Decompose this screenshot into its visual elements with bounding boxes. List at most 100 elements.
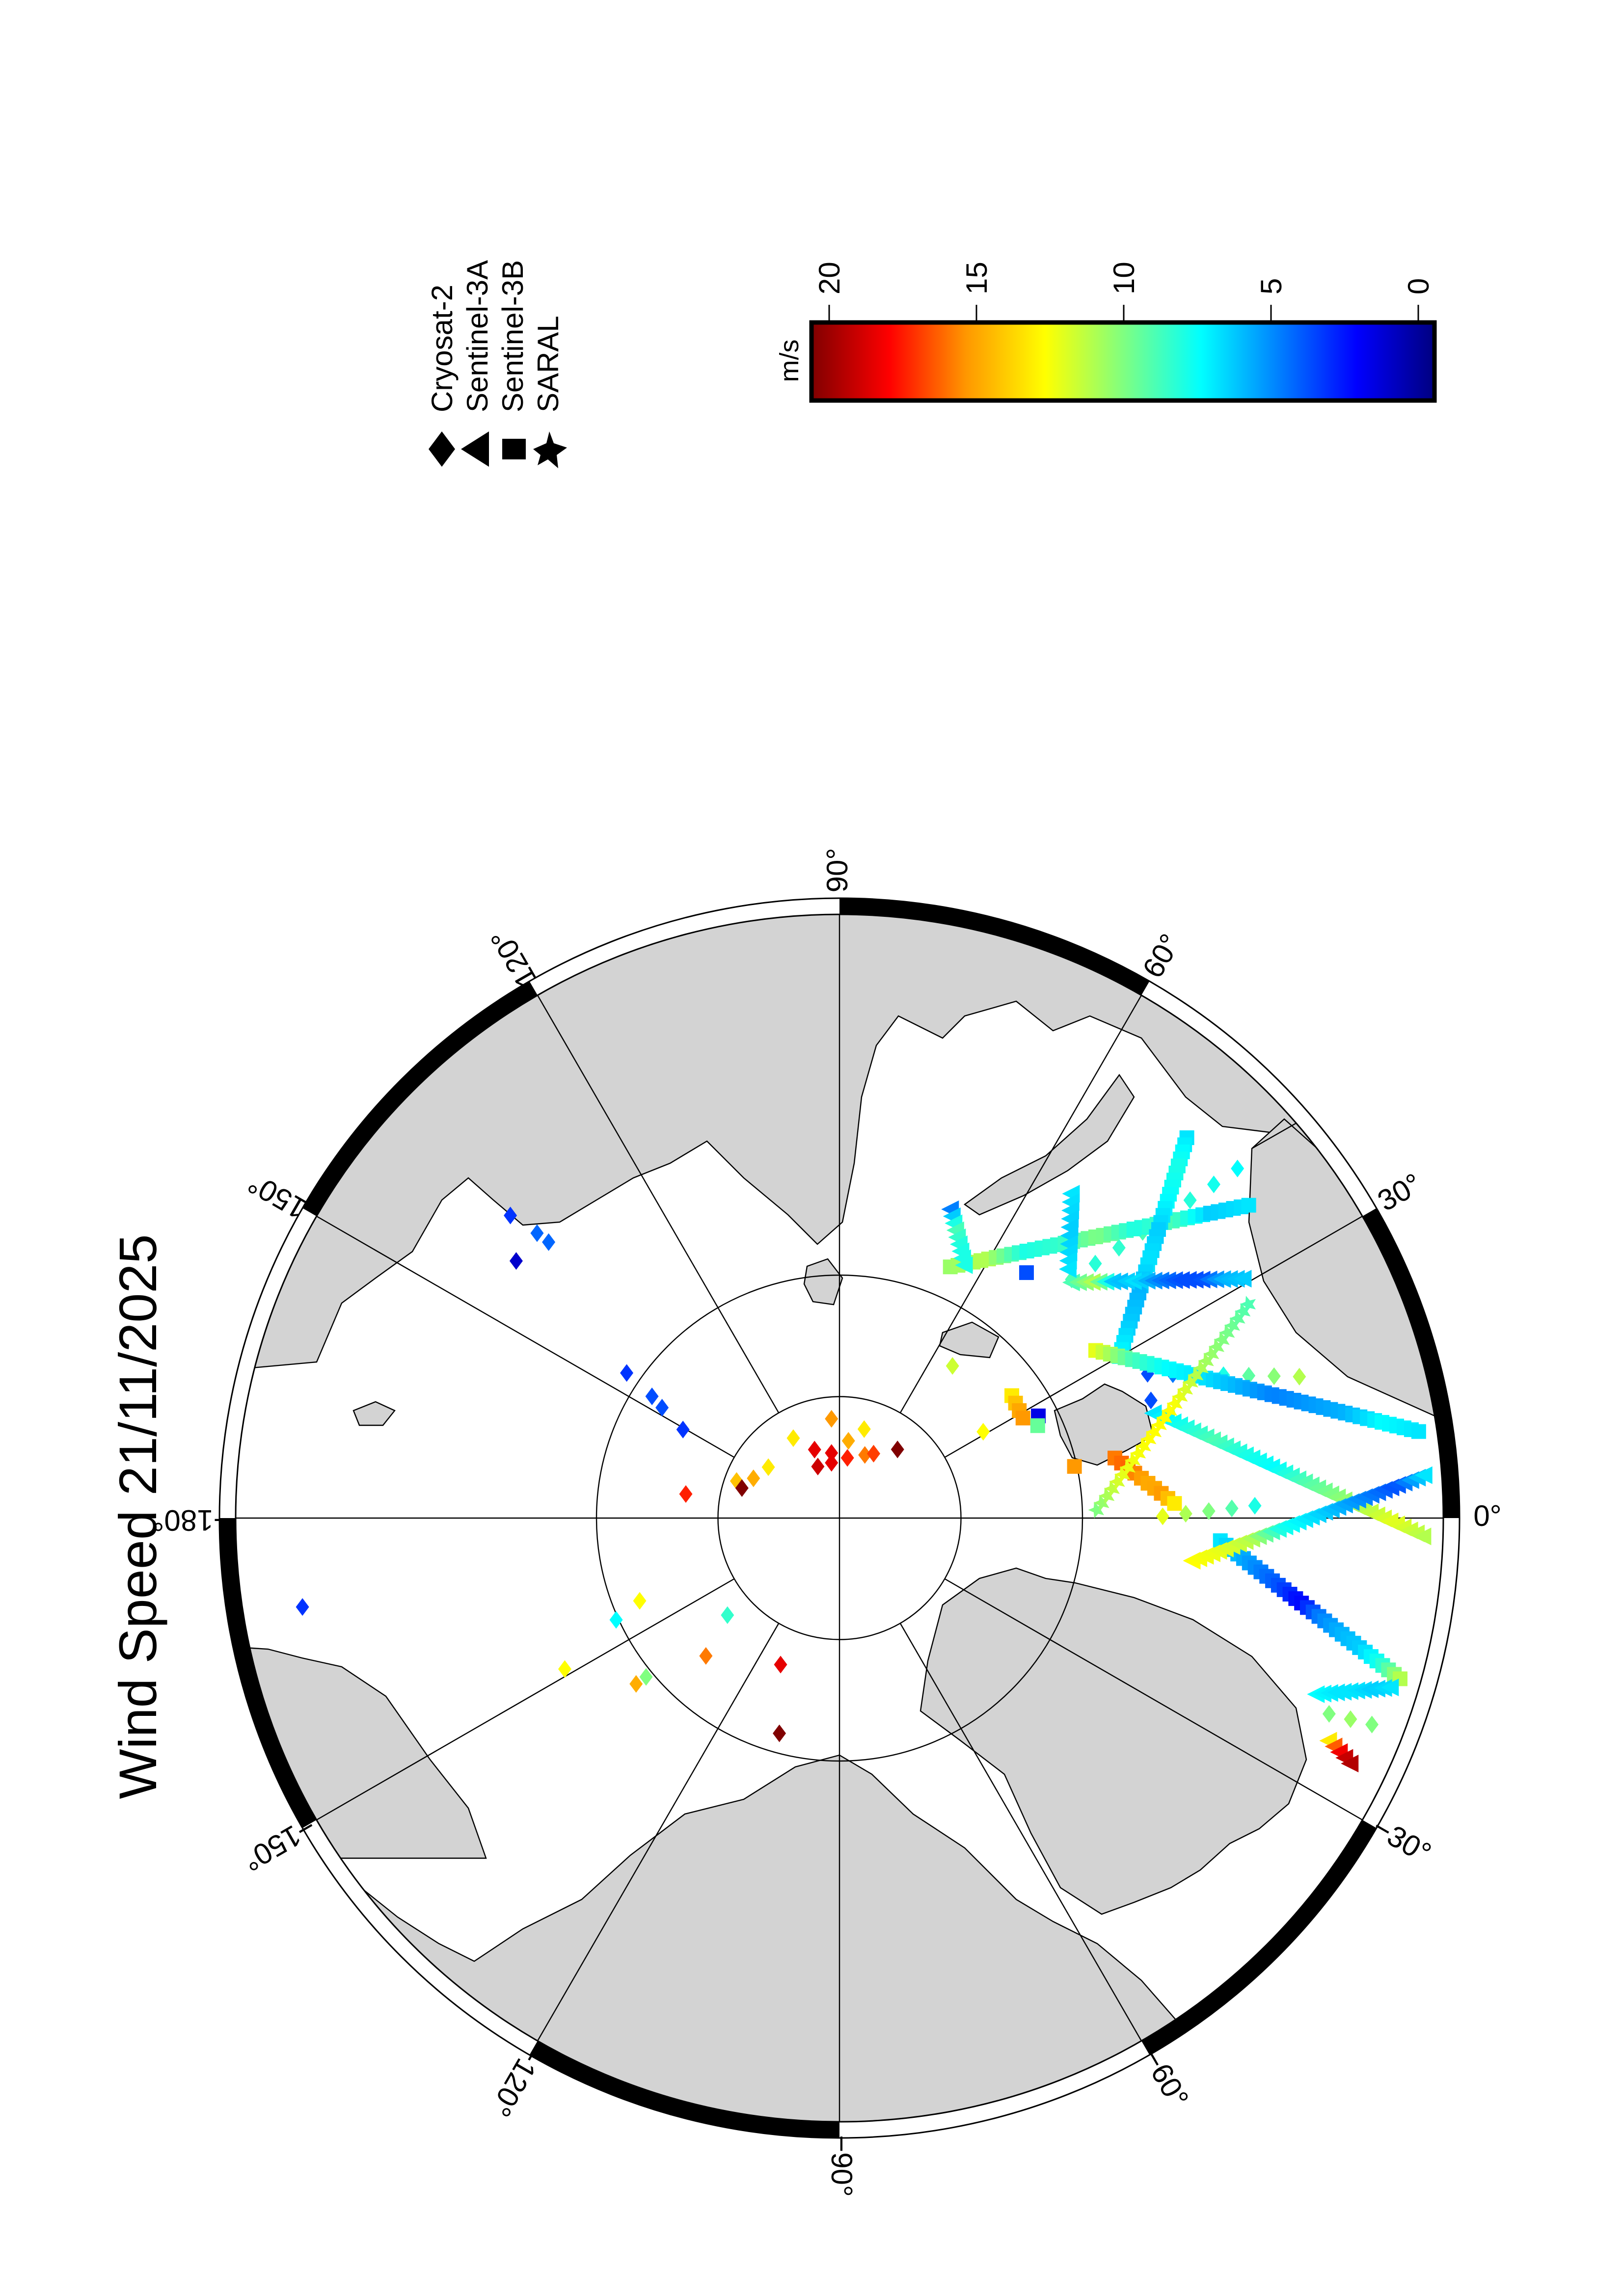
meridian-line bbox=[316, 1578, 735, 1821]
graticule bbox=[236, 914, 1443, 2122]
star-marker-icon bbox=[533, 431, 567, 469]
cryosat-2-marker bbox=[1112, 1239, 1126, 1257]
cryosat-2-marker bbox=[825, 1444, 839, 1462]
data-markers bbox=[296, 1130, 1433, 1773]
meridian-line bbox=[316, 1215, 735, 1458]
sentinel-3a-marker bbox=[1414, 1466, 1433, 1484]
colorbar-tick-label: 10 bbox=[1108, 262, 1140, 294]
cryosat-2-marker bbox=[857, 1420, 871, 1438]
cryosat-2-marker bbox=[773, 1724, 786, 1742]
cryosat-2-marker bbox=[841, 1432, 855, 1450]
longitude-label: −60° bbox=[1136, 2043, 1195, 2113]
colorbar-unit-label: m/s bbox=[775, 340, 804, 382]
colorbar-tick-label: 5 bbox=[1255, 278, 1288, 294]
cryosat-2-marker bbox=[774, 1655, 787, 1674]
ring-segment bbox=[529, 2041, 840, 2138]
land-greenland bbox=[920, 1567, 1307, 1915]
ring-segment bbox=[1362, 1208, 1460, 1519]
cryosat-2-marker bbox=[891, 1441, 904, 1459]
cryosat-2-marker bbox=[639, 1668, 653, 1686]
longitude-label: 30° bbox=[1372, 1167, 1427, 1217]
cryosat-2-marker bbox=[530, 1224, 544, 1242]
meridian-line bbox=[899, 995, 1142, 1414]
cryosat-2-marker bbox=[1179, 1505, 1192, 1523]
cryosat-2-marker bbox=[699, 1647, 713, 1665]
colorbar: m/s 20 15 10 5 0 bbox=[775, 262, 1437, 403]
meridian-line bbox=[944, 1578, 1363, 1821]
cryosat-2-marker bbox=[1267, 1367, 1281, 1385]
polar-map: 90° 60° 30° 0° −30° −60° −90° −120° −150° −180° 15… bbox=[152, 848, 1501, 2197]
ring-segment bbox=[1141, 1820, 1377, 2055]
legend-label-cryosat-2: Cryosat-2 bbox=[426, 285, 459, 412]
cryosat-2-marker bbox=[1088, 1255, 1102, 1273]
colorbar-tick-label: 20 bbox=[813, 262, 846, 294]
cryosat-2-marker bbox=[946, 1357, 959, 1375]
sentinel-3b-marker bbox=[1411, 1424, 1426, 1439]
sentinel-3b-marker bbox=[1241, 1198, 1256, 1213]
land-novaya-zemlya bbox=[963, 1073, 1135, 1216]
satellite-legend: Cryosat-2 Sentinel-3A Sentinel-3B SARAL bbox=[426, 260, 567, 469]
longitude-label: 90° bbox=[821, 848, 854, 893]
cryosat-2-marker bbox=[633, 1592, 647, 1610]
cryosat-2-marker bbox=[808, 1441, 821, 1459]
ring-segment bbox=[302, 981, 538, 1217]
cryosat-2-marker bbox=[1225, 1499, 1239, 1518]
sentinel-3b-marker bbox=[1067, 1459, 1082, 1474]
diamond-marker-icon bbox=[429, 431, 455, 467]
longitude-label: 150° bbox=[243, 1167, 312, 1226]
cryosat-2-marker bbox=[629, 1675, 643, 1693]
cryosat-2-marker bbox=[825, 1410, 839, 1428]
cryosat-2-marker bbox=[747, 1469, 760, 1488]
longitude-label: −30° bbox=[1367, 1811, 1436, 1870]
cryosat-2-marker bbox=[786, 1429, 800, 1447]
legend-label-sentinel-3a: Sentinel-3A bbox=[461, 260, 494, 412]
longitude-ring bbox=[218, 897, 1461, 2139]
meridian-line bbox=[537, 1623, 780, 2041]
cryosat-2-marker bbox=[1365, 1715, 1379, 1734]
meridian-line bbox=[899, 1623, 1142, 2041]
cryosat-2-marker bbox=[655, 1399, 669, 1417]
land-severnaya-zemlya bbox=[803, 1258, 843, 1306]
cryosat-2-marker bbox=[542, 1233, 556, 1251]
cryosat-2-marker bbox=[1293, 1367, 1306, 1386]
longitude-label: −150° bbox=[238, 1810, 322, 1878]
cryosat-2-marker bbox=[730, 1472, 743, 1490]
cryosat-2-marker bbox=[761, 1458, 775, 1476]
cryosat-2-marker bbox=[676, 1420, 690, 1439]
square-marker-icon bbox=[502, 439, 526, 460]
cryosat-2-marker bbox=[840, 1449, 854, 1467]
cryosat-2-marker bbox=[609, 1611, 623, 1629]
sentinel-3b-marker bbox=[1167, 1496, 1182, 1511]
cryosat-2-marker bbox=[811, 1458, 825, 1476]
sentinel-3a-marker bbox=[1234, 1270, 1252, 1288]
cryosat-2-marker bbox=[721, 1606, 734, 1624]
colorbar-gradient bbox=[809, 320, 1437, 403]
longitude-label: 0° bbox=[1473, 1499, 1501, 1532]
sentinel-3a-marker bbox=[955, 1256, 973, 1274]
colorbar-tick-label: 0 bbox=[1402, 278, 1435, 294]
cryosat-2-marker bbox=[1156, 1507, 1169, 1525]
triangle-marker-icon bbox=[461, 431, 489, 467]
meridian-line bbox=[537, 995, 780, 1414]
cryosat-2-marker bbox=[1202, 1502, 1216, 1520]
sentinel-3a-marker bbox=[1381, 1678, 1399, 1696]
cryosat-2-marker bbox=[1231, 1159, 1244, 1177]
cryosat-2-marker bbox=[509, 1252, 523, 1270]
cryosat-2-marker bbox=[866, 1444, 880, 1463]
sentinel-3b-marker bbox=[1015, 1411, 1030, 1426]
cryosat-2-marker bbox=[976, 1423, 990, 1441]
land-wrangel-island bbox=[352, 1401, 396, 1426]
saral-marker bbox=[1240, 1296, 1256, 1313]
legend-label-saral: SARAL bbox=[532, 316, 565, 412]
cryosat-2-marker bbox=[1248, 1496, 1262, 1515]
longitude-label: 120° bbox=[484, 924, 543, 993]
cryosat-2-marker bbox=[679, 1485, 693, 1503]
longitude-label: −90° bbox=[825, 2135, 858, 2197]
cryosat-2-marker bbox=[620, 1364, 634, 1382]
cryosat-2-marker bbox=[504, 1206, 517, 1225]
legend-label-sentinel-3b: Sentinel-3B bbox=[496, 260, 529, 412]
sentinel-3b-marker bbox=[1019, 1265, 1034, 1280]
sentinel-3a-marker bbox=[1058, 1260, 1077, 1278]
cryosat-2-marker bbox=[558, 1660, 571, 1678]
